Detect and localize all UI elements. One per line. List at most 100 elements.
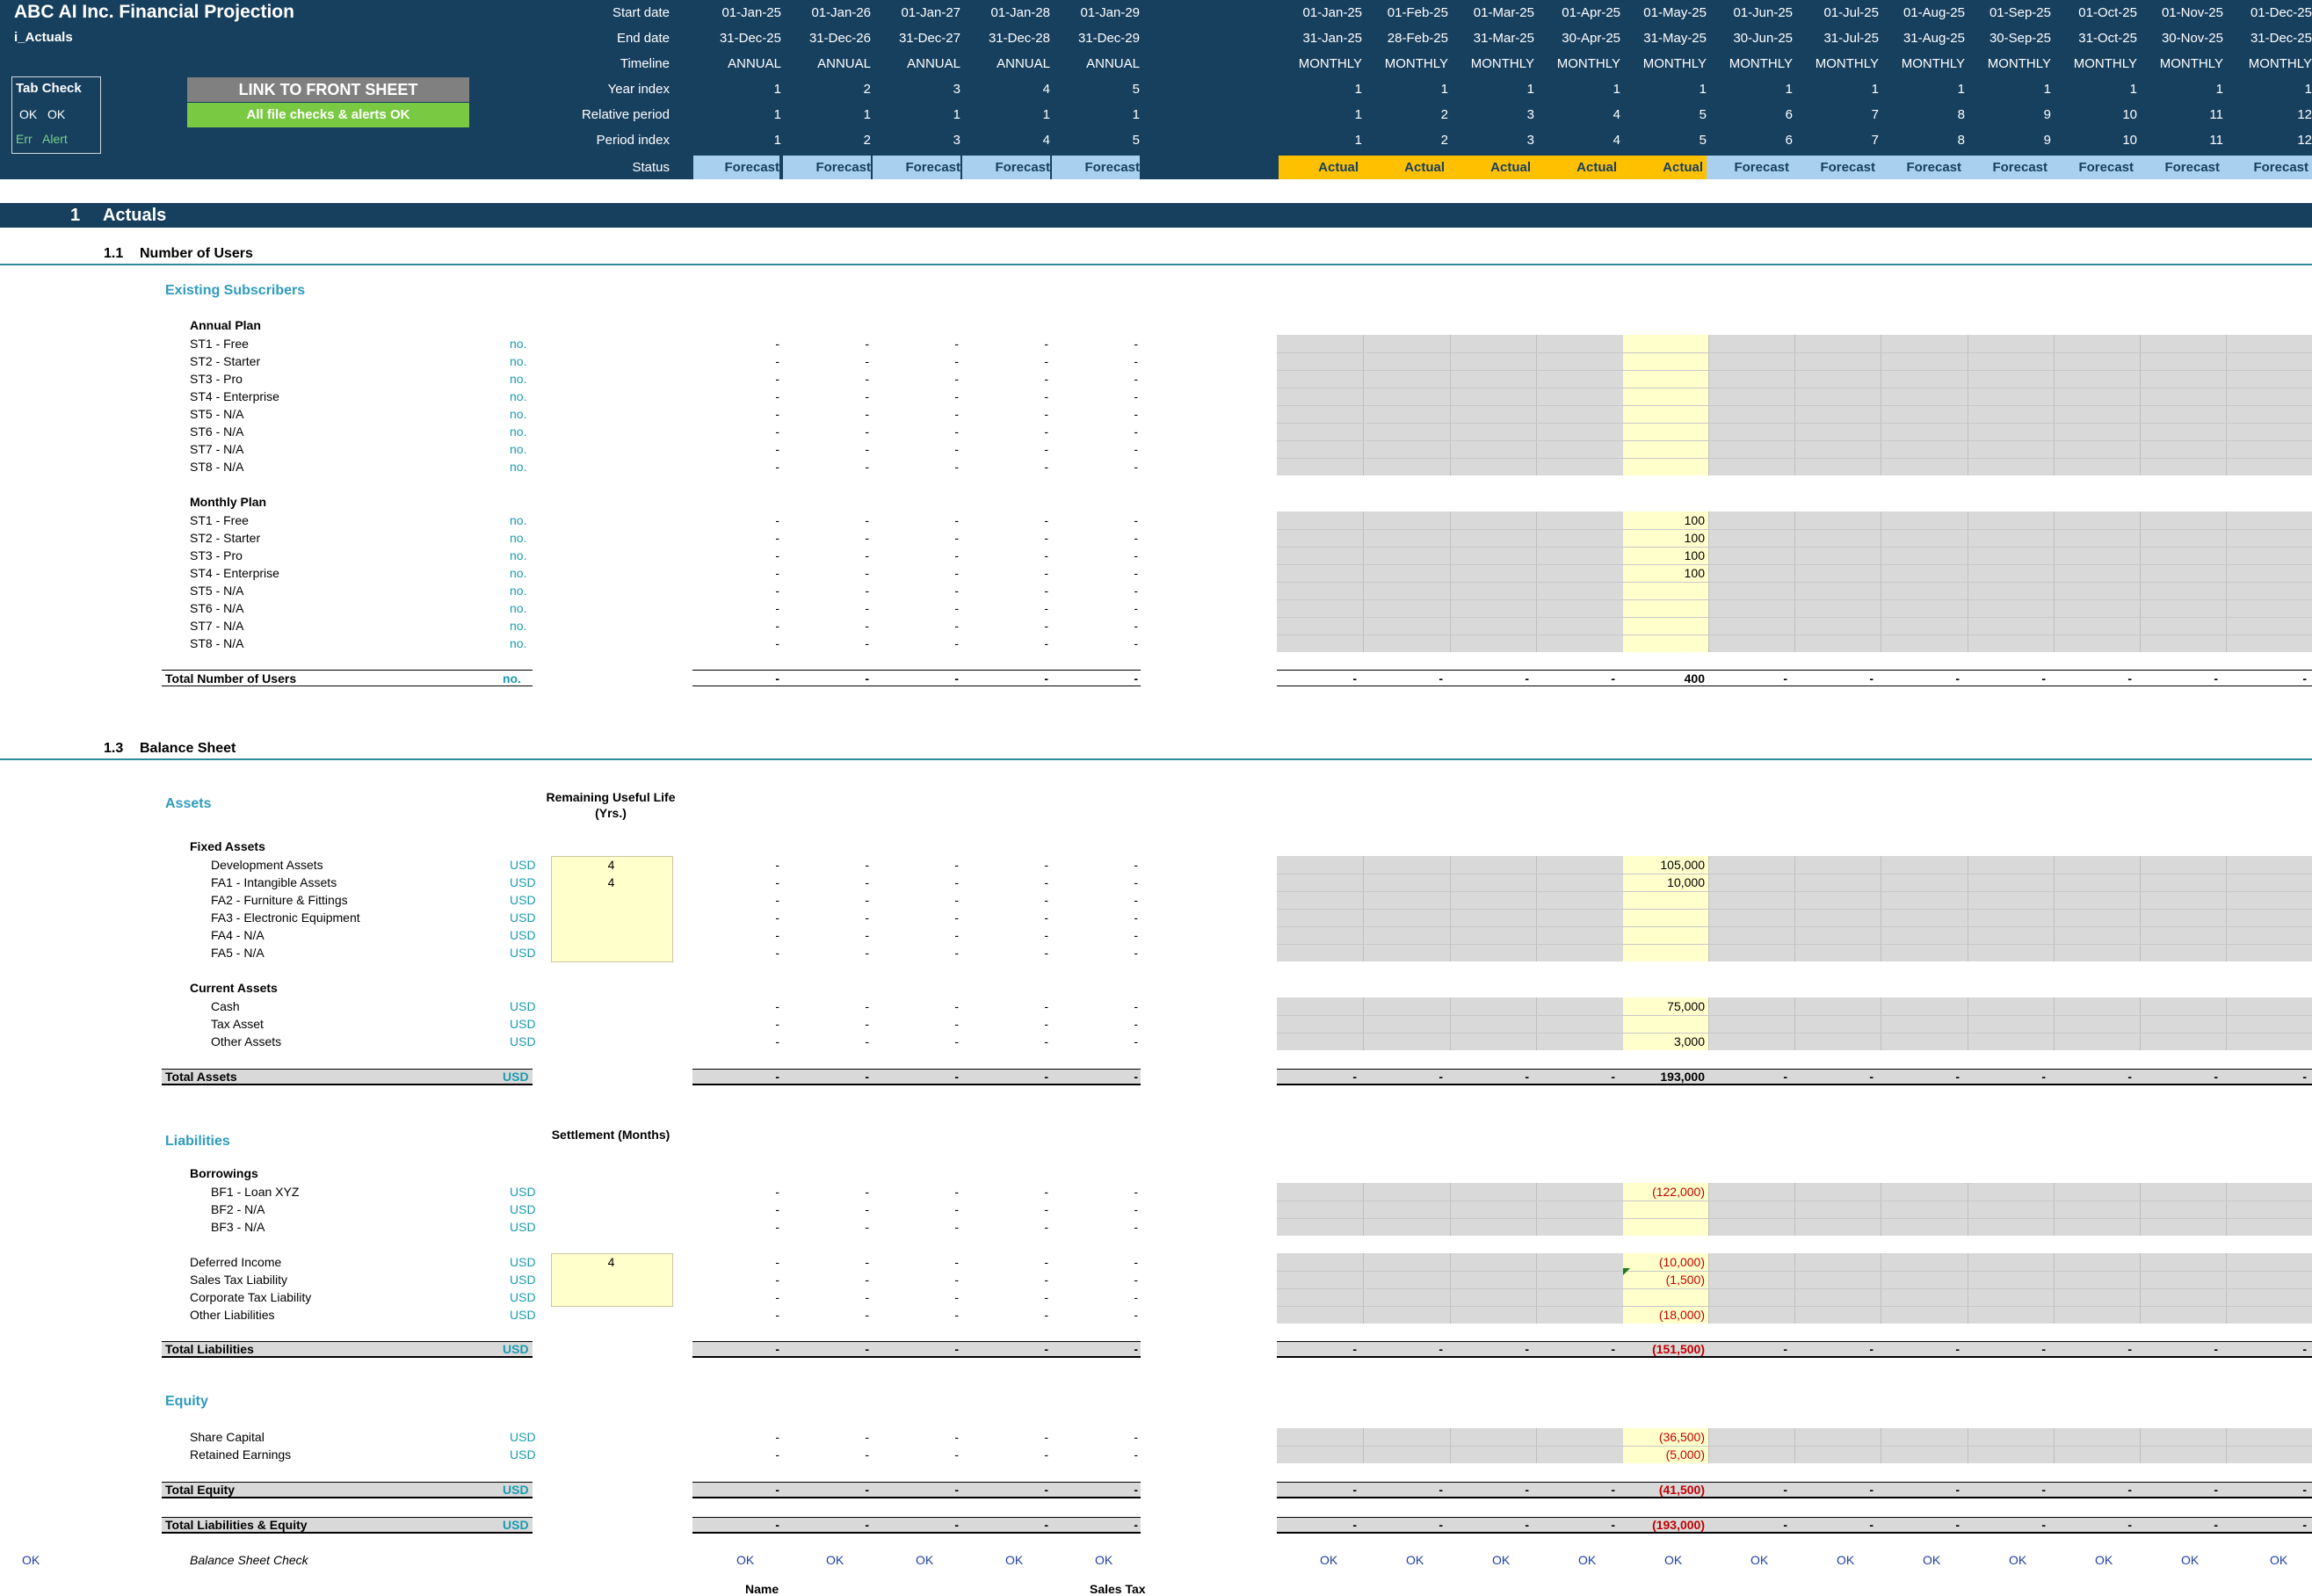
monthly-plan-row-annual-dash: -: [954, 513, 959, 527]
total-equity-month-dash: -: [1955, 1483, 1960, 1497]
may-input-column[interactable]: [1623, 997, 1708, 1050]
liability-row-annual-dash: -: [775, 1308, 779, 1322]
unit-label: no.: [510, 584, 527, 598]
fixed-asset-row-label: FA2 - Furniture & Fittings: [211, 893, 348, 907]
annual-plan-row-annual-dash: -: [865, 407, 869, 421]
monthly-plan-row-annual-dash: -: [865, 601, 869, 615]
total-liabilities-equity-month-dash: -: [1525, 1518, 1529, 1532]
monthly-plan-row-annual-dash: -: [954, 619, 959, 633]
annual-plan-row-annual-dash: -: [865, 389, 869, 403]
footer-name-fragment: Name: [745, 1582, 779, 1596]
liability-row-annual-dash: -: [865, 1308, 869, 1322]
grid-column-line: [1708, 1183, 1709, 1236]
annual-status-cell: Forecast: [962, 156, 1050, 179]
unit-label: USD: [510, 910, 536, 925]
grid-column-line: [1794, 997, 1795, 1050]
liability-row-annual-dash: -: [954, 1255, 959, 1269]
fixed-asset-row-label: FA5 - N/A: [211, 946, 265, 960]
settlement-input-column[interactable]: [551, 1253, 673, 1307]
annual-plan-row-annual-dash: -: [775, 460, 779, 474]
grid-row-line: [1277, 926, 2312, 927]
equity-row-annual-dash: -: [1134, 1430, 1138, 1444]
current-asset-row-annual-dash: -: [775, 999, 779, 1013]
equity-row-annual-dash: -: [954, 1430, 959, 1444]
monthly-start-cell: 01-Jun-25: [1733, 5, 1793, 20]
monthly-period-cell: 1: [1354, 133, 1362, 148]
fixed-asset-row-annual-dash: -: [1044, 875, 1048, 889]
fixed-asset-row-annual-dash: -: [954, 893, 959, 907]
total-users-may-value: 400: [1684, 671, 1705, 686]
useful-life-input-column[interactable]: [551, 856, 673, 962]
annual-start-cell: 01-Jan-26: [811, 5, 871, 20]
tab-check-title: Tab Check: [16, 81, 82, 96]
tab-check-box: Tab Check OK OK Err Alert: [11, 76, 101, 154]
liability-row-label: Other Liabilities: [190, 1308, 275, 1322]
monthly-status-cell: Forecast: [1879, 156, 1965, 179]
useful-life-value[interactable]: 4: [607, 875, 615, 889]
annual-start-cell: 01-Jan-28: [990, 5, 1050, 20]
fixed-asset-row-annual-dash: -: [1134, 910, 1138, 925]
monthly-start-cell: 01-Oct-25: [2078, 5, 2137, 20]
settlement-value[interactable]: 4: [607, 1255, 615, 1269]
total-assets-month-dash: -: [1352, 1070, 1357, 1084]
current-asset-row-annual-dash: -: [865, 1017, 869, 1031]
monthly-plan-row-annual-dash: -: [1044, 566, 1048, 580]
monthly-relative-cell: 8: [1957, 107, 1965, 122]
link-front-sheet-button[interactable]: LINK TO FRONT SHEET: [187, 77, 469, 102]
grid-row-line: [1277, 370, 2312, 371]
monthly-plan-row-annual-dash: -: [1044, 619, 1048, 633]
total-users-month-dash: -: [2302, 671, 2307, 686]
unit-label: USD: [510, 1220, 536, 1234]
annual-timeline-cell: ANNUAL: [997, 56, 1050, 71]
monthly-plan-row-annual-dash: -: [1134, 636, 1138, 650]
annual-status-cell: Forecast: [1052, 156, 1140, 179]
unit-label: no.: [510, 389, 527, 403]
monthly-period-cell: 12: [2297, 133, 2312, 148]
total-equity-annual-bar: [692, 1482, 1141, 1498]
unit-label: no.: [510, 513, 527, 527]
total-users-month-dash: -: [2127, 671, 2132, 686]
current-asset-row-label: Cash: [211, 999, 240, 1013]
liability-row-annual-dash: -: [1134, 1308, 1138, 1322]
borrowing-row-annual-dash: -: [775, 1202, 779, 1216]
total-equity-month-dash: -: [1611, 1483, 1615, 1497]
monthly-plan-row-annual-dash: -: [1134, 601, 1138, 615]
unit-label: USD: [510, 1447, 536, 1462]
grid-row-line: [1277, 1446, 2312, 1447]
file-checks-status-button[interactable]: All file checks & alerts OK: [187, 103, 469, 127]
fixed-asset-row-annual-dash: -: [1134, 893, 1138, 907]
monthly-timeline-cell: MONTHLY: [2248, 56, 2312, 71]
balance-check-annual-ok: OK: [736, 1553, 755, 1567]
unit-label: no.: [510, 601, 527, 615]
monthly-period-cell: 11: [2209, 133, 2223, 148]
total-users-annual-dash: -: [1134, 671, 1138, 686]
total-liabilities-equity-annual-dash: -: [1134, 1518, 1138, 1532]
unit-label: USD: [510, 875, 536, 889]
unit-label: no.: [510, 354, 527, 368]
total-liabilities-equity-month-dash: -: [1611, 1518, 1615, 1532]
borrowing-row-annual-dash: -: [1134, 1220, 1138, 1234]
current-asset-row-label: Other Assets: [211, 1034, 282, 1048]
monthly-plan-row-label: ST3 - Pro: [190, 548, 243, 562]
current-asset-may-value: 75,000: [1667, 999, 1705, 1013]
equity-may-value: (5,000): [1665, 1447, 1705, 1462]
monthly-end-cell: 30-Jun-25: [1733, 31, 1793, 46]
liability-row-label: Deferred Income: [190, 1255, 282, 1269]
total-equity-annual-dash: -: [865, 1483, 869, 1497]
total-equity-annual-dash: -: [775, 1483, 779, 1497]
total-equity-month-dash: -: [2127, 1483, 2132, 1497]
may-input-column[interactable]: [1623, 1183, 1708, 1236]
borrowing-row-annual-dash: -: [954, 1202, 959, 1216]
useful-life-value[interactable]: 4: [607, 858, 615, 872]
grid-column-line: [1708, 997, 1709, 1050]
fixed-asset-row-annual-dash: -: [1044, 928, 1048, 942]
total-assets-annual-bar: [692, 1069, 1141, 1085]
total-assets-monthly-bar: [1277, 1069, 2312, 1085]
comment-flag-icon: [1623, 1268, 1630, 1275]
grid-row-line: [1277, 1306, 2312, 1307]
monthly-plan-row-annual-dash: -: [954, 601, 959, 615]
equity-may-value: (36,500): [1658, 1430, 1705, 1444]
current-asset-row-annual-dash: -: [1044, 999, 1048, 1013]
fixed-asset-row-annual-dash: -: [775, 910, 779, 925]
monthly-plan-may-value: 100: [1684, 548, 1705, 562]
